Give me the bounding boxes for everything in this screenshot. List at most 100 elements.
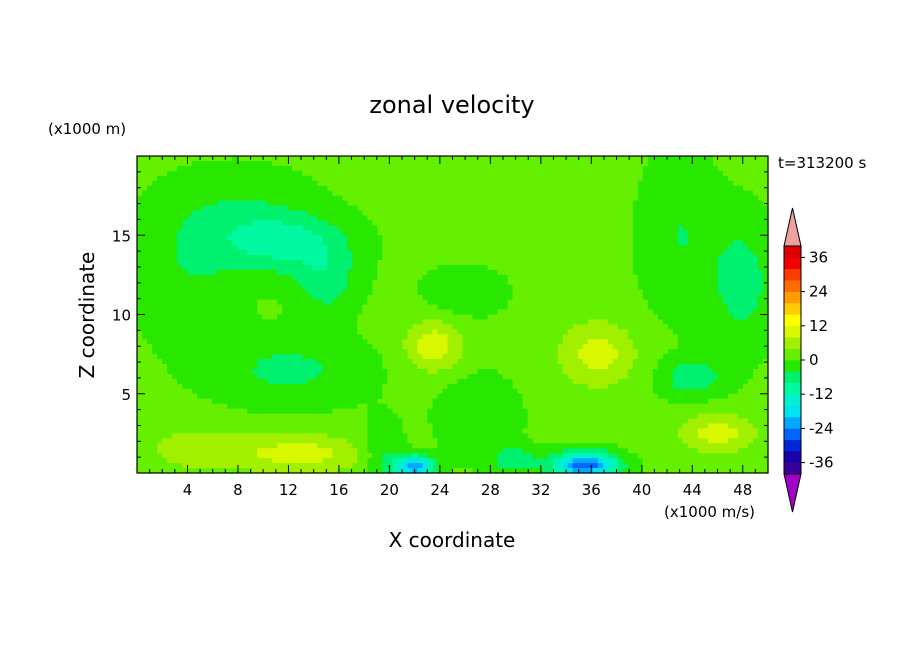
contour-cell [647,279,654,286]
contour-cell [702,170,709,177]
contour-cell [167,215,173,221]
contour-cell [287,274,293,281]
contour-cell [272,289,278,296]
contour-cell [252,269,258,276]
contour-cell [632,264,639,271]
contour-cell [647,255,654,261]
contour-cell [537,294,544,301]
contour-cell [297,344,303,350]
contour-cell [732,334,739,340]
contour-cell [547,215,554,221]
contour-cell [692,284,699,291]
contour-cell [247,156,253,162]
contour-cell [212,170,218,177]
contour-cell [217,329,223,335]
contour-cell [417,200,424,207]
contour-cell [427,220,434,226]
contour-cell [212,344,218,350]
contour-cell [667,185,674,192]
contour-cell [702,180,709,187]
contour-cell [277,289,283,296]
contour-cell [547,250,554,256]
contour-cell [497,269,504,276]
contour-cell [717,200,724,207]
contour-cell [622,284,629,291]
contour-cell [352,349,358,355]
contour-cell [702,220,709,226]
contour-cell [262,319,268,325]
contour-cell [477,334,484,340]
contour-cell [292,294,298,301]
contour-cell [387,274,394,281]
contour-cell [612,165,619,172]
contour-cell [347,299,353,306]
contour-cell [512,334,519,340]
contour-cell [732,180,739,187]
contour-cell [677,250,684,256]
contour-cell [567,289,574,296]
contour-cell [337,215,343,221]
contour-cell [332,339,338,345]
contour-cell [737,225,744,231]
contour-cell [512,220,519,226]
contour-cell [272,344,278,350]
contour-cell [397,319,404,325]
contour-cell [357,175,363,182]
contour-cell [257,210,263,217]
contour-cell [192,304,198,311]
contour-cell [302,240,308,246]
contour-cell [307,190,313,197]
contour-cell [742,250,749,256]
contour-cell [237,175,243,182]
contour-cell [397,190,404,197]
contour-cell [547,190,554,197]
contour-cell [212,205,218,212]
contour-cell [677,210,684,217]
contour-cell [592,269,599,276]
contour-cell [237,200,243,207]
contour-cell [402,294,409,301]
contour-cell [387,319,394,325]
contour-cell [507,299,514,306]
contour-cell [527,160,534,167]
contour-cell [577,289,584,296]
contour-cell [497,225,504,231]
contour-cell [747,314,754,321]
contour-cell [622,245,629,251]
contour-cell [572,279,579,286]
contour-cell [657,260,664,266]
contour-cell [747,334,754,340]
contour-cell [477,349,484,355]
contour-cell [357,299,363,306]
contour-cell [727,235,734,241]
contour-cell [217,190,223,197]
contour-cell [177,225,183,231]
contour-cell [657,195,664,202]
contour-cell [342,190,348,197]
contour-cell [182,225,188,231]
contour-cell [287,294,293,301]
contour-cell [302,289,308,296]
contour-cell [572,190,579,197]
contour-cell [487,309,494,316]
contour-cell [717,190,724,197]
contour-cell [657,156,664,162]
contour-cell [202,220,208,226]
contour-cell [577,294,584,301]
contour-cell [602,304,609,311]
contour-cell [612,190,619,197]
contour-cell [572,156,579,162]
contour-cell [672,329,679,335]
contour-cell [687,250,694,256]
contour-cell [262,156,268,162]
contour-cell [247,205,253,212]
contour-cell [177,329,183,335]
contour-cell [747,190,754,197]
contour-cell [242,284,248,291]
contour-cell [197,264,203,271]
contour-cell [492,175,499,182]
contour-cell [732,299,739,306]
contour-cell [532,240,539,246]
contour-cell [737,289,744,296]
contour-cell [377,195,383,202]
